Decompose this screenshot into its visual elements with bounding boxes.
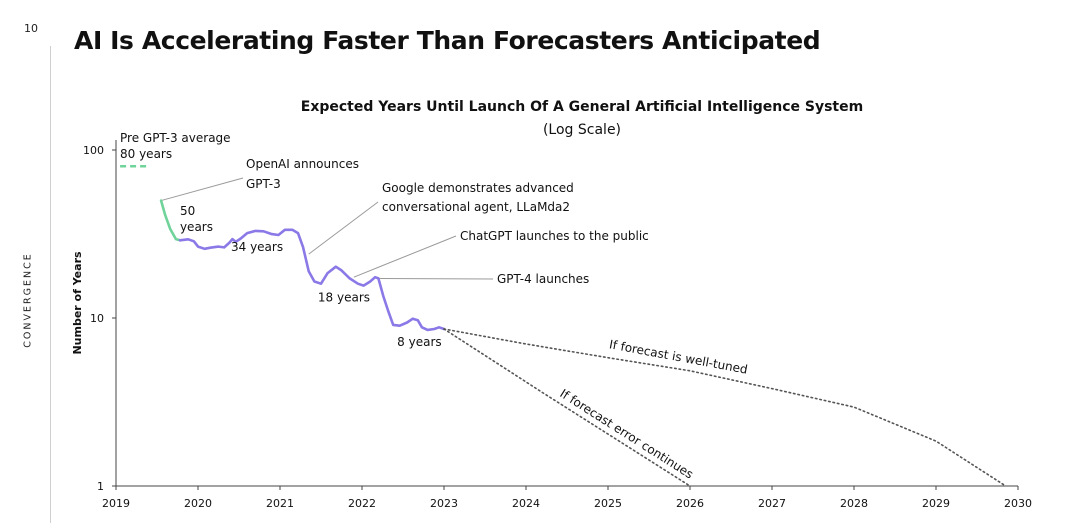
x-tick-label-2028: 2028 xyxy=(840,497,868,510)
x-tick-label-2025: 2025 xyxy=(594,497,622,510)
series-pre-gpt-3-to-gpt-3 xyxy=(159,199,182,242)
x-tick-label-2023: 2023 xyxy=(430,497,458,510)
forecast-label-if-forecast-is-well-tuned: If forecast is well-tuned xyxy=(608,337,749,376)
annotation-chatgpt: ChatGPT launches to the public xyxy=(460,229,649,243)
x-tick-label-2030: 2030 xyxy=(1004,497,1032,510)
annotation-gpt4: GPT-4 launches xyxy=(497,272,589,286)
data-label-8-years: 8 years xyxy=(397,335,441,349)
data-label-1-line-2: years xyxy=(180,220,213,234)
leader-line-3 xyxy=(353,235,457,278)
pre-gpt3-value-label: 80 years xyxy=(120,147,172,161)
pre-gpt3-label: Pre GPT-3 average xyxy=(120,131,231,145)
x-tick-label-2027: 2027 xyxy=(758,497,786,510)
page-number: 10 xyxy=(24,22,38,35)
x-tick-label-2019: 2019 xyxy=(102,497,130,510)
annotation-google-line2: conversational agent, LLaMda2 xyxy=(382,200,570,214)
x-tick-label-2021: 2021 xyxy=(266,497,294,510)
y-axis-title: Number of Years xyxy=(71,251,84,355)
x-tick-label-2026: 2026 xyxy=(676,497,704,510)
data-label-1-line-1: 50 xyxy=(180,204,195,218)
series-if-forecast-error-continues xyxy=(443,328,691,487)
data-label-18-years: 18 years xyxy=(318,291,370,305)
x-tick-label-2029: 2029 xyxy=(922,497,950,510)
chart-title: Expected Years Until Launch Of A General… xyxy=(301,99,863,115)
side-divider xyxy=(50,46,51,523)
leader-line-1 xyxy=(160,177,244,202)
x-tick-label-2024: 2024 xyxy=(512,497,540,510)
x-tick-label-2020: 2020 xyxy=(184,497,212,510)
leader-line-4 xyxy=(378,277,494,280)
y-tick-label-1: 1 xyxy=(97,480,104,493)
x-tick-label-2022: 2022 xyxy=(348,497,376,510)
chart-subtitle: (Log Scale) xyxy=(543,122,621,138)
forecast-label-if-forecast-error-continues: If forecast error continues xyxy=(557,386,695,481)
series-if-forecast-is-well-tuned xyxy=(443,328,1007,487)
annotation-google-line1: Google demonstrates advanced xyxy=(382,181,574,195)
series-observed-forecast xyxy=(178,228,446,332)
annotation-openai-line1: OpenAI announces xyxy=(246,157,359,171)
y-tick-label-100: 100 xyxy=(83,144,104,157)
annotation-google-llamda: Google demonstrates advanced conversatio… xyxy=(382,181,574,214)
data-label-34-years: 34 years xyxy=(231,240,283,254)
leader-line-2 xyxy=(308,201,379,255)
y-tick-label-10: 10 xyxy=(90,312,104,325)
page-title: AI Is Accelerating Faster Than Forecaste… xyxy=(74,26,821,55)
annotation-openai-gpt3: OpenAI announces GPT-3 xyxy=(246,157,359,191)
annotation-openai-line2: GPT-3 xyxy=(246,177,281,191)
